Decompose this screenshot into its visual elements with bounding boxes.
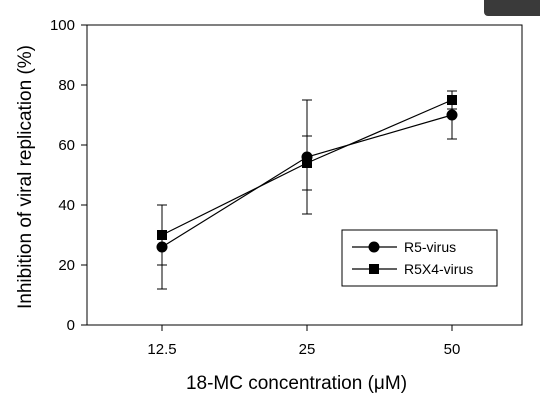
legend-box [341, 229, 498, 287]
y-tick-label-80: 80 [58, 77, 75, 94]
y-tick-label-100: 100 [50, 17, 75, 34]
legend-label-R5-virus: R5-virus [404, 239, 456, 255]
point-R5X4-virus-50 [447, 95, 457, 105]
legend: R5-virus R5X4-virus [341, 229, 498, 287]
y-tick-label-0: 0 [67, 317, 75, 334]
legend-marker-R5X4-virus [369, 264, 379, 274]
y-tick-label-20: 20 [58, 257, 75, 274]
x-axis-title: 18-MC concentration (μM) [186, 373, 407, 394]
series-layer [156, 90, 458, 290]
y-axis: 0 20 40 60 80 100 [50, 17, 87, 334]
series-R5X4-virus [157, 90, 457, 266]
point-R5-virus-50 [446, 109, 458, 121]
y-tick-label-60: 60 [58, 137, 75, 154]
point-R5X4-virus-12.5 [157, 230, 167, 240]
x-tick-label-25: 25 [299, 341, 316, 358]
legend-label-R5X4-virus: R5X4-virus [404, 261, 473, 277]
plot-frame [86, 24, 523, 326]
x-tick-label-12.5: 12.5 [147, 341, 176, 358]
x-axis: 12.5 25 50 [147, 325, 460, 358]
point-R5X4-virus-25 [302, 158, 312, 168]
legend-marker-R5-virus [368, 241, 380, 253]
x-tick-label-50: 50 [444, 341, 461, 358]
y-axis-title: Inhibition of viral replication (%) [15, 45, 36, 309]
window-corner-tab [484, 0, 540, 16]
y-tick-label-40: 40 [58, 197, 75, 214]
